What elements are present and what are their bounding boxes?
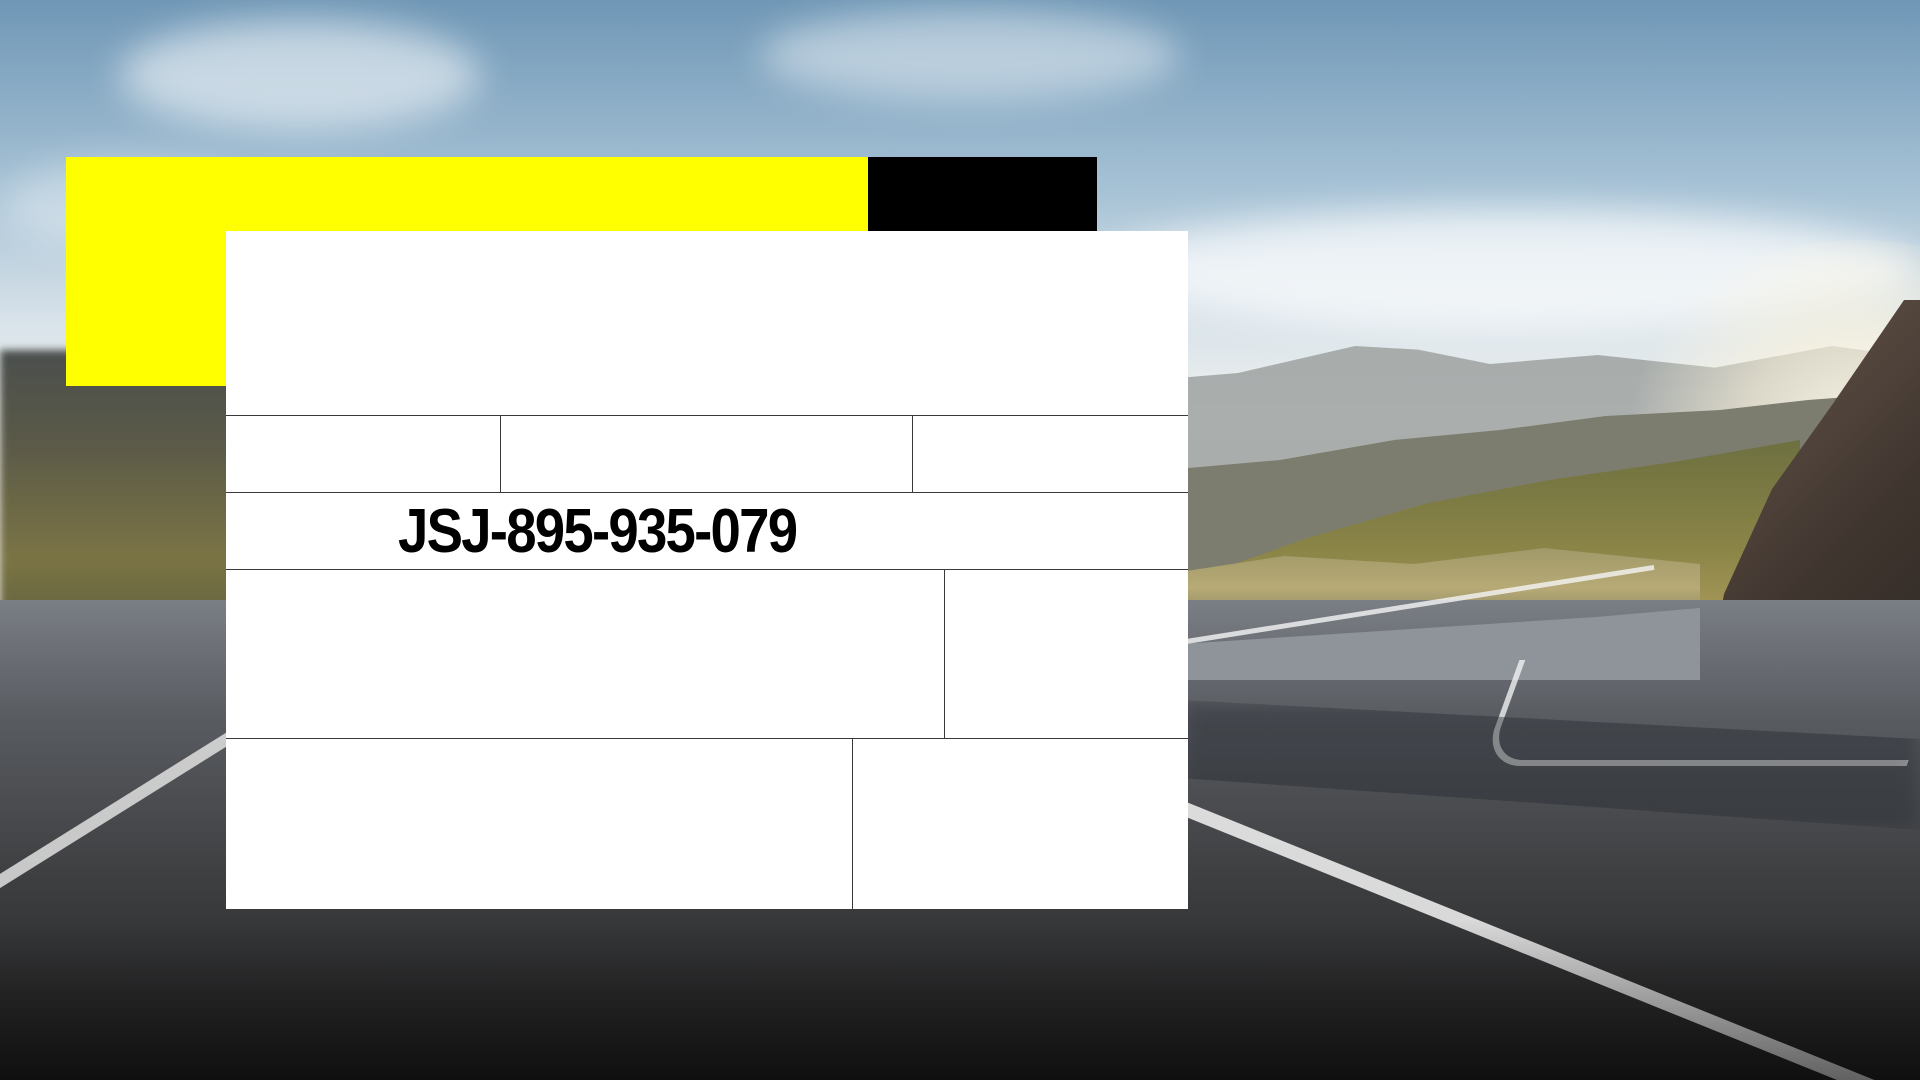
card-cell-r2-c3[interactable] <box>913 416 1188 492</box>
card-row-5 <box>226 738 1188 909</box>
info-card: JSJ-895-935-079 <box>226 231 1188 910</box>
cloud <box>120 20 480 130</box>
card-header-row <box>226 231 1188 415</box>
card-header-cell[interactable] <box>226 231 1188 415</box>
card-cell-r2-c2[interactable] <box>501 416 912 492</box>
card-cell-r4-c2[interactable] <box>945 570 1188 738</box>
grid-divider <box>852 739 853 909</box>
black-accent-block <box>868 157 1097 231</box>
card-row-id: JSJ-895-935-079 <box>226 492 1188 569</box>
grid-divider <box>500 416 501 492</box>
card-row-2 <box>226 415 1188 492</box>
grid-divider <box>944 570 945 738</box>
bottom-vignette <box>0 920 1920 1080</box>
card-row-4 <box>226 569 1188 738</box>
grid-divider <box>912 416 913 492</box>
cloud <box>760 10 1180 100</box>
card-cell-id[interactable]: JSJ-895-935-079 <box>226 493 1188 569</box>
card-cell-r5-c2[interactable] <box>853 739 1188 909</box>
card-cell-r2-c1[interactable] <box>226 416 500 492</box>
card-cell-r5-c1[interactable] <box>226 739 852 909</box>
record-id-text: JSJ-895-935-079 <box>398 497 798 566</box>
card-cell-r4-c1[interactable] <box>226 570 944 738</box>
